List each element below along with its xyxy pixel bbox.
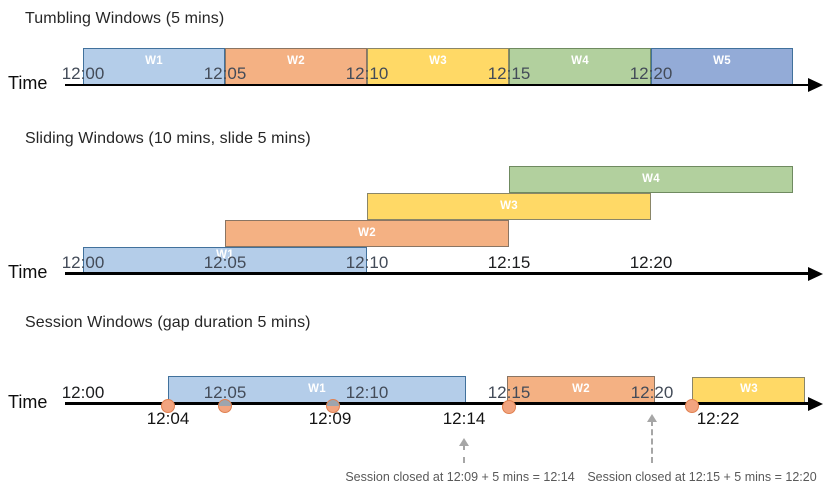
- axis-time-label: 12:05: [203, 64, 247, 83]
- axis-time-label: 12:00: [61, 383, 105, 402]
- window-box-w2: [507, 376, 655, 404]
- event-time-label: 12:14: [442, 409, 486, 428]
- window-label: W4: [571, 55, 589, 67]
- window-box-w2: [225, 220, 509, 247]
- axis-time-label: 12:20: [630, 383, 674, 402]
- event-dot: [326, 399, 340, 413]
- window-box-w4: [509, 166, 793, 193]
- session-windows-title: Session Windows (gap duration 5 mins): [25, 314, 311, 331]
- axis-time-label: 12:20: [629, 64, 673, 83]
- time-axis-label-tumbling: Time: [8, 73, 48, 93]
- dashed-arrow: [651, 420, 653, 463]
- window-label: W4: [642, 173, 660, 185]
- time-axis-session: [65, 402, 811, 405]
- window-box-w3: [367, 193, 651, 220]
- window-label: W1: [308, 383, 326, 395]
- dashed-arrow-head-icon: [647, 414, 657, 422]
- axis-time-label: 12:20: [629, 253, 673, 272]
- event-dot: [218, 399, 232, 413]
- axis-arrowhead-icon: [808, 267, 823, 281]
- window-label: W2: [572, 383, 590, 395]
- window-label: W3: [429, 55, 447, 67]
- time-axis-label-session: Time: [8, 392, 48, 412]
- window-box-w2: [225, 48, 367, 85]
- event-dot: [161, 399, 175, 413]
- event-time-label: 12:09: [308, 409, 352, 428]
- time-axis-sliding: [65, 272, 811, 275]
- session-closed-annotation: Session closed at 12:09 + 5 mins = 12:14: [345, 470, 575, 484]
- window-label: W2: [287, 55, 305, 67]
- time-axis-label-sliding: Time: [8, 262, 48, 282]
- window-label: W2: [358, 227, 376, 239]
- tumbling-windows-title: Tumbling Windows (5 mins): [25, 10, 225, 27]
- axis-time-label: 12:10: [345, 64, 389, 83]
- sliding-windows-title: Sliding Windows (10 mins, slide 5 mins): [25, 130, 311, 147]
- axis-time-label: 12:10: [345, 253, 389, 272]
- event-dot: [502, 400, 516, 414]
- dashed-arrow-head-icon: [459, 438, 469, 446]
- axis-time-label: 12:00: [61, 64, 105, 83]
- axis-time-label: 12:15: [487, 383, 531, 402]
- window-label: W5: [713, 55, 731, 67]
- window-label: W3: [500, 200, 518, 212]
- window-label: W1: [145, 55, 163, 67]
- dashed-arrow: [463, 444, 465, 463]
- axis-arrowhead-icon: [808, 78, 823, 92]
- axis-arrowhead-icon: [808, 397, 823, 411]
- event-time-label: 12:22: [696, 409, 740, 428]
- axis-time-label: 12:15: [487, 64, 531, 83]
- session-closed-annotation: Session closed at 12:15 + 5 mins = 12:20: [587, 470, 817, 484]
- axis-time-label: 12:10: [345, 383, 389, 402]
- axis-time-label: 12:05: [203, 383, 247, 402]
- axis-time-label: 12:05: [203, 253, 247, 272]
- window-label: W1: [216, 249, 234, 261]
- window-box-w1: [83, 48, 225, 85]
- window-box-w3: [692, 377, 805, 404]
- event-dot: [685, 399, 699, 413]
- window-box-w4: [509, 48, 651, 85]
- axis-time-label: 12:00: [61, 253, 105, 272]
- window-label: W3: [740, 383, 758, 395]
- time-axis-tumbling: [65, 84, 811, 86]
- axis-time-label: 12:15: [487, 253, 531, 272]
- event-time-label: 12:04: [146, 409, 190, 428]
